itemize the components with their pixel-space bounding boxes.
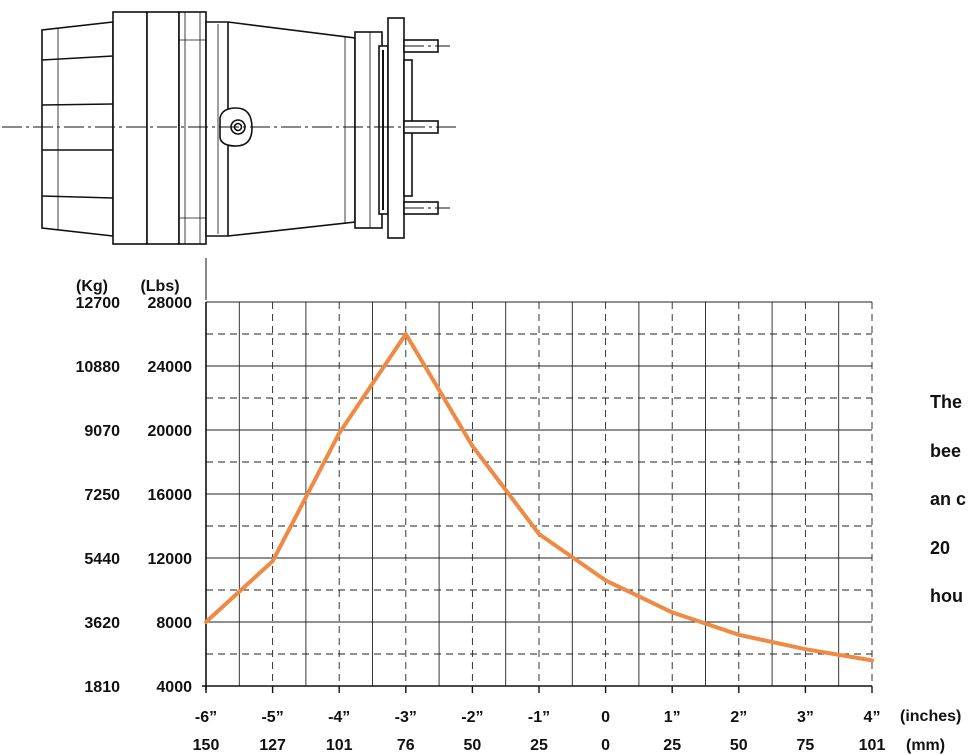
y-tick-labels: 4000 1810 8000 3620 12000 5440 16000 7250 20000 9… (76, 295, 193, 696)
x-tick-label-inches: 2” (730, 709, 747, 726)
side-text-line-1: The (930, 392, 963, 412)
y-unit-kg-label: (Kg) (76, 278, 108, 295)
y-tick-label-kg: 5440 (84, 551, 120, 568)
y-tick-label-kg: 1810 (84, 679, 120, 696)
y-tick-label-kg: 12700 (76, 295, 121, 312)
x-tick-label-inches: 0 (601, 709, 610, 726)
side-text-line-3: an c (930, 489, 967, 509)
side-text-line-2: bee (930, 441, 962, 461)
x-tick-label-inches: 1” (664, 709, 681, 726)
x-tick-label-mm: 127 (259, 737, 286, 754)
side-text-line-5: hou (930, 586, 963, 606)
x-tick-label-mm: 75 (797, 737, 815, 754)
x-tick-label-mm: 50 (464, 737, 482, 754)
x-unit-inches-label: (inches) (900, 708, 961, 725)
x-tick-label-inches: -5” (261, 709, 283, 726)
x-tick-label-inches: -6” (195, 709, 217, 726)
axes (202, 302, 873, 693)
x-tick-label-mm: 101 (326, 737, 353, 754)
x-tick-label-inches: -4” (328, 709, 350, 726)
x-unit-mm-label: (mm) (906, 737, 945, 754)
x-tick-labels: -6” 150 -5” 127 -4” 101 -3” 76 -2” 50 -1” 25 0 0 1” 25 2… (193, 709, 886, 754)
x-tick-label-mm: 76 (397, 737, 415, 754)
x-tick-label-mm: 0 (601, 737, 610, 754)
x-tick-label-inches: -2” (461, 709, 483, 726)
side-text-line-4: 20 (930, 538, 951, 558)
y-tick-label-lbs: 24000 (148, 359, 193, 376)
y-tick-label-lbs: 4000 (156, 679, 192, 696)
x-tick-label-inches: 3” (797, 709, 814, 726)
x-tick-label-mm: 101 (859, 737, 886, 754)
y-tick-label-kg: 9070 (84, 423, 120, 440)
y-tick-label-lbs: 8000 (156, 615, 192, 632)
x-tick-label-mm: 25 (530, 737, 548, 754)
x-tick-label-mm: 50 (730, 737, 748, 754)
y-tick-label-kg: 3620 (84, 615, 120, 632)
y-tick-label-lbs: 20000 (148, 423, 193, 440)
y-tick-label-kg: 10880 (76, 359, 121, 376)
x-tick-label-inches: 4” (864, 709, 881, 726)
y-tick-label-lbs: 12000 (148, 551, 193, 568)
grid (206, 301, 873, 686)
y-unit-lbs-label: (Lbs) (140, 278, 179, 295)
x-tick-label-inches: -3” (395, 709, 417, 726)
actuator-drawing (2, 11, 458, 245)
x-tick-label-inches: -1” (528, 709, 550, 726)
y-tick-label-lbs: 16000 (148, 487, 193, 504)
y-tick-label-kg: 7250 (84, 487, 120, 504)
x-tick-label-mm: 25 (663, 737, 681, 754)
y-tick-label-lbs: 28000 (148, 295, 193, 312)
x-tick-label-mm: 150 (193, 737, 220, 754)
series-group (204, 332, 874, 663)
